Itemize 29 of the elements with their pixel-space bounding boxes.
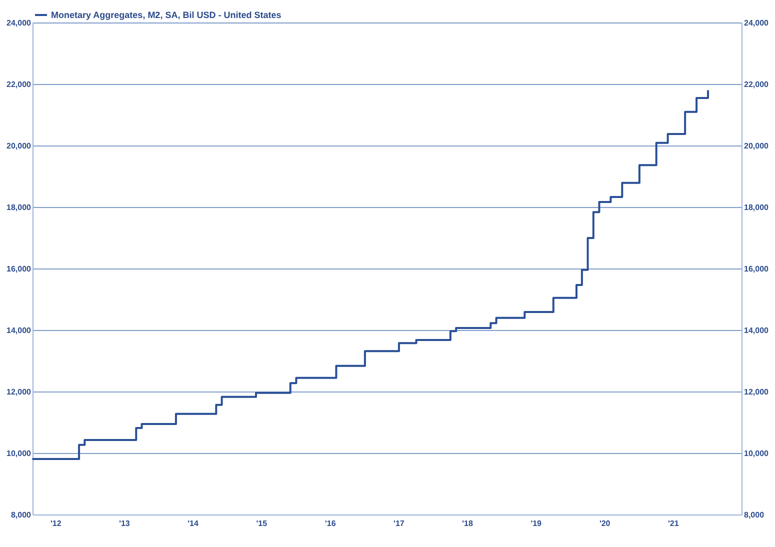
y-tick-label: 22,000 — [6, 80, 32, 90]
x-tick-label: '20 — [599, 519, 611, 528]
y-tick-label: 16,000 — [6, 264, 32, 274]
y2-tick-label: 12,000 — [744, 388, 770, 397]
y-tick-label: 8,000 — [10, 510, 32, 520]
y2-tick-label: 18,000 — [744, 203, 770, 212]
y-tick-label: 20,000 — [6, 142, 32, 151]
x-tick-label: '21 — [668, 519, 680, 528]
y-tick-label: 12,000 — [6, 388, 32, 397]
x-tick-label: '17 — [394, 519, 405, 528]
x-tick-label: '12 — [50, 519, 62, 528]
x-tick-label: '15 — [256, 519, 268, 528]
x-tick-label: '19 — [530, 519, 542, 528]
x-tick-label: '13 — [119, 519, 130, 528]
y2-tick-label: 10,000 — [744, 449, 770, 458]
y2-tick-label: 24,000 — [744, 18, 770, 28]
y-tick-label: 24,000 — [6, 18, 32, 28]
x-tick-label: '16 — [324, 519, 336, 528]
y-tick-label: 10,000 — [6, 449, 32, 458]
y-tick-label: 18,000 — [6, 203, 32, 212]
y-tick-label: 14,000 — [6, 326, 32, 336]
text: Monetary Aggregates, M2, SA, Bil USD - United States — [51, 10, 282, 20]
y2-tick-label: 16,000 — [744, 264, 770, 274]
x-tick-label: '14 — [188, 519, 200, 528]
y2-tick-label: 20,000 — [744, 142, 770, 151]
y2-tick-label: 14,000 — [744, 326, 770, 336]
y2-tick-label: 22,000 — [744, 80, 770, 90]
y2-tick-label: 8,000 — [744, 510, 765, 520]
x-tick-label: '18 — [462, 519, 474, 528]
